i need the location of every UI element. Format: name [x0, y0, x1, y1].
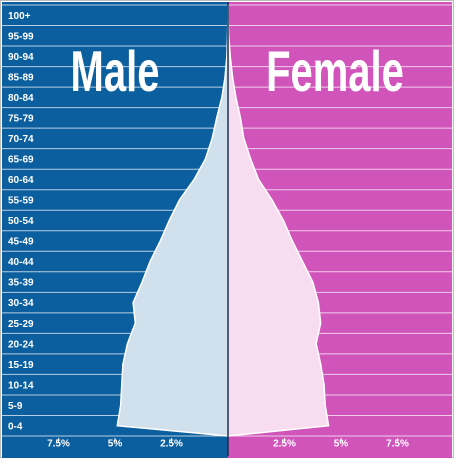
age-label: 20-24	[8, 339, 34, 350]
x-tick-label: 2.5%	[273, 439, 296, 450]
x-tick-label: 5%	[108, 439, 123, 450]
x-tick-label: 2.5%	[160, 439, 183, 450]
age-label: 5-9	[8, 401, 23, 412]
age-label: 65-69	[8, 155, 34, 166]
area	[116, 5, 229, 437]
age-label: 90-94	[8, 52, 34, 63]
series-label: Female	[266, 40, 404, 104]
age-label: 80-84	[8, 93, 34, 104]
age-label: 55-59	[8, 196, 34, 207]
age-label: 70-74	[8, 134, 34, 145]
age-label: 85-89	[8, 72, 34, 83]
x-tick-label: 5%	[334, 439, 349, 450]
age-label: 30-34	[8, 298, 34, 309]
age-label: 40-44	[8, 257, 34, 268]
age-label: 75-79	[8, 114, 34, 125]
age-label: 50-54	[8, 216, 34, 227]
age-label: 15-19	[8, 360, 34, 371]
age-label: 10-14	[8, 380, 34, 391]
age-label: 0-4	[8, 421, 23, 432]
age-label: 25-29	[8, 319, 34, 330]
series-label: Male	[71, 40, 160, 104]
age-label: 60-64	[8, 175, 34, 186]
x-tick-label: 7.5%	[47, 439, 70, 450]
age-label: 35-39	[8, 278, 34, 289]
area	[227, 5, 330, 437]
age-label: 100+	[8, 11, 31, 22]
age-label: 95-99	[8, 31, 34, 42]
x-tick-label: 7.5%	[386, 439, 409, 450]
age-label: 45-49	[8, 237, 34, 248]
